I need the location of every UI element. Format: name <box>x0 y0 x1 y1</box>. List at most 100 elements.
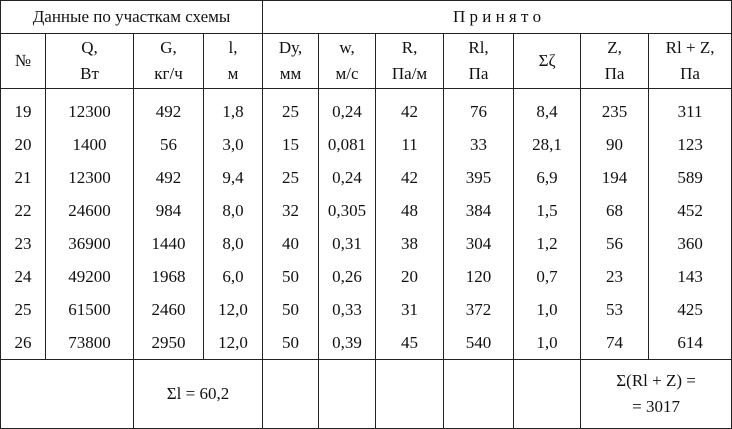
data-row: 21 12300 492 9,4 25 0,24 42 395 6,9 194 589 <box>0 161 732 194</box>
cell: 372 <box>443 293 515 326</box>
column-unit: Па/м <box>391 64 428 83</box>
column-name: l, <box>228 38 238 57</box>
cell: 1440 <box>133 227 204 260</box>
group-header: Данные по участкам схемы <box>0 0 264 34</box>
cell: 33 <box>443 128 515 161</box>
cell: 8,0 <box>202 194 264 227</box>
cell: 0,31 <box>318 227 377 260</box>
column-name: Q, <box>81 38 98 57</box>
cell: 20 <box>0 128 46 161</box>
column-name: Dу, <box>278 38 303 57</box>
cell: 25 <box>0 293 46 326</box>
data-row: 24 49200 1968 6,0 50 0,26 20 120 0,7 23 143 <box>0 260 732 293</box>
cell: 15 <box>262 128 320 161</box>
column-header: Dу, мм <box>262 33 320 89</box>
group-header-row: Данные по участкам схемы П р и н я т о <box>0 0 732 34</box>
cell: 22 <box>0 194 46 227</box>
cell: 0,24 <box>318 88 377 128</box>
cell: 12300 <box>45 161 134 194</box>
column-header: l, м <box>202 33 264 89</box>
cell: 49200 <box>45 260 134 293</box>
sum-rlz: Σ(Rl + Z) = = 3017 <box>580 359 732 429</box>
cell: 31 <box>375 293 445 326</box>
column-header-row: № Q, Вт G, кг/ч l, м Dу, мм w, м/с R, Па/м Rl, Па Σζ Z, П… <box>0 33 732 89</box>
column-name: Z, <box>607 38 622 57</box>
cell: 360 <box>648 227 732 260</box>
cell: 40 <box>262 227 320 260</box>
cell: 8,4 <box>513 88 582 128</box>
cell: 26 <box>0 326 46 360</box>
empty-cell <box>0 359 134 429</box>
empty-cell <box>318 359 377 429</box>
empty-cell <box>262 359 320 429</box>
cell: 56 <box>133 128 204 161</box>
group-header: П р и н я т о <box>262 0 732 34</box>
cell: 50 <box>262 326 320 360</box>
cell: 1,5 <box>513 194 582 227</box>
column-header: Rl, Па <box>443 33 515 89</box>
cell: 42 <box>375 88 445 128</box>
cell: 11 <box>375 128 445 161</box>
cell: 24600 <box>45 194 134 227</box>
cell: 6,9 <box>513 161 582 194</box>
cell: 0,7 <box>513 260 582 293</box>
cell: 42 <box>375 161 445 194</box>
column-header: Rl + Z, Па <box>648 33 732 89</box>
column-unit: м <box>227 64 239 83</box>
column-unit: мм <box>279 64 302 83</box>
cell: 25 <box>262 88 320 128</box>
cell: 425 <box>648 293 732 326</box>
cell: 12,0 <box>202 326 264 360</box>
column-name: G, <box>160 38 177 57</box>
cell: 0,39 <box>318 326 377 360</box>
cell: 1,0 <box>513 293 582 326</box>
cell: 2460 <box>133 293 204 326</box>
cell: 0,26 <box>318 260 377 293</box>
column-unit: Па <box>680 64 700 83</box>
column-name: Rl + Z, <box>665 38 715 57</box>
cell: 2950 <box>133 326 204 360</box>
cell: 20 <box>375 260 445 293</box>
cell: 8,0 <box>202 227 264 260</box>
data-row: 26 73800 2950 12,0 50 0,39 45 540 1,0 74 614 <box>0 326 732 360</box>
empty-cell <box>443 359 515 429</box>
cell: 90 <box>580 128 650 161</box>
column-unit: кг/ч <box>154 64 183 83</box>
cell: 0,33 <box>318 293 377 326</box>
cell: 12,0 <box>202 293 264 326</box>
cell: 120 <box>443 260 515 293</box>
column-header: Z, Па <box>580 33 650 89</box>
cell: 984 <box>133 194 204 227</box>
cell: 23 <box>0 227 46 260</box>
cell: 395 <box>443 161 515 194</box>
column-name: R, <box>401 38 418 57</box>
cell: 74 <box>580 326 650 360</box>
cell: 23 <box>580 260 650 293</box>
column-header: Σζ <box>513 33 582 89</box>
cell: 492 <box>133 88 204 128</box>
cell: 28,1 <box>513 128 582 161</box>
column-header: w, м/с <box>318 33 377 89</box>
cell: 311 <box>648 88 732 128</box>
cell: 194 <box>580 161 650 194</box>
column-header: G, кг/ч <box>133 33 204 89</box>
column-unit: м/с <box>335 64 359 83</box>
cell: 38 <box>375 227 445 260</box>
cell: 589 <box>648 161 732 194</box>
sum-rlz-line: = 3017 <box>632 397 680 416</box>
cell: 1,2 <box>513 227 582 260</box>
cell: 0,24 <box>318 161 377 194</box>
cell: 143 <box>648 260 732 293</box>
column-header: № <box>0 33 46 89</box>
cell: 19 <box>0 88 46 128</box>
cell: 45 <box>375 326 445 360</box>
cell: 21 <box>0 161 46 194</box>
cell: 3,0 <box>202 128 264 161</box>
column-header: Q, Вт <box>45 33 134 89</box>
data-row: 23 36900 1440 8,0 40 0,31 38 304 1,2 56 360 <box>0 227 732 260</box>
cell: 53 <box>580 293 650 326</box>
cell: 32 <box>262 194 320 227</box>
cell: 25 <box>262 161 320 194</box>
